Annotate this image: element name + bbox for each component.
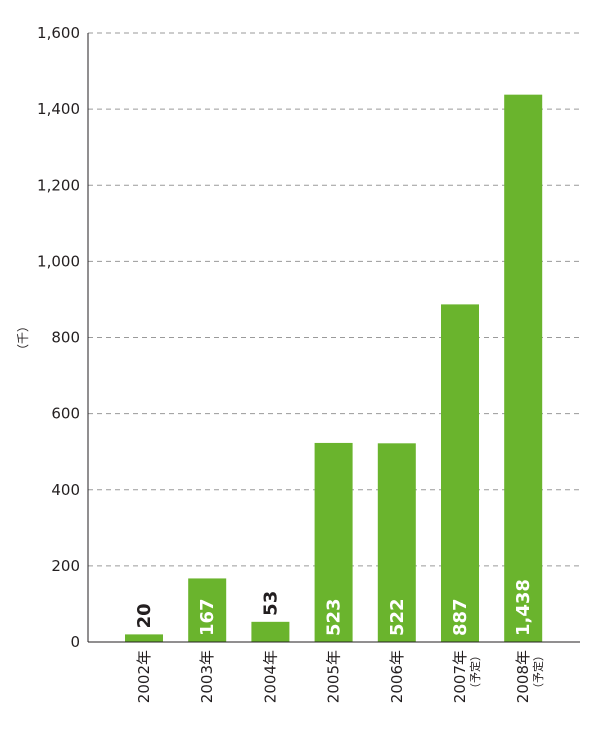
bar-value-label: 1,438 [513,579,534,636]
bar [125,634,163,642]
bar [441,304,479,642]
bar [188,578,227,642]
bar-value-label: 887 [450,598,471,636]
x-axis-categories: 2002年 2003年 2004年 2005年 2006年 2007年 （予定） 2008年（… [135,650,545,703]
y-tick-label: 400 [51,481,80,499]
bar [377,443,416,642]
y-tick-label: 1,400 [37,100,80,118]
x-category-note: （予定） [468,650,482,694]
y-axis-unit-label: （千） [16,320,30,356]
y-tick-label: 200 [51,557,80,575]
y-tick-label: 1,000 [37,252,80,270]
bar-value-label: 53 [260,591,281,616]
x-category-note: （予定） [531,650,545,694]
bar [314,442,353,642]
bar-value-label: 167 [197,598,218,636]
axes [87,33,580,643]
y-axis-ticks: 0 200 400 600 800 1,000 1,200 1,400 1,600 [37,24,80,651]
x-category-label: 2002年 [135,650,153,703]
x-category-label: 2007年 [451,650,469,703]
x-category-label: 2008年 [514,650,532,703]
x-category-label: 2006年 [388,650,406,703]
y-tick-label: 1,600 [37,24,80,42]
y-tick-label: 0 [70,633,80,651]
y-tick-label: 800 [51,329,80,347]
x-category-label: 2005年 [325,650,343,703]
bar-value-label: 20 [134,603,155,628]
bar [251,621,290,642]
y-tick-label: 600 [51,405,80,423]
bars: 20 167 53 523 522 887 1,438 [125,94,543,642]
y-tick-label: 1,200 [37,176,80,194]
bar-value-label: 523 [324,598,345,636]
x-category-label: 2003年 [198,650,216,703]
x-category-label: 2004年 [261,650,279,703]
bar [504,94,543,642]
bar-value-label: 522 [387,598,408,636]
